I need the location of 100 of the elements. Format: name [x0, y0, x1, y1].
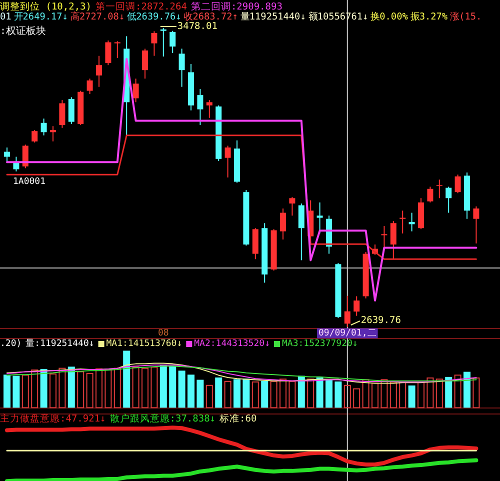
text: 散户跟风意愿:37.838↓ [110, 412, 216, 424]
annotation: :权证板块 [0, 25, 46, 37]
bar [353, 388, 360, 408]
candlestick [224, 145, 231, 178]
candlestick [50, 126, 56, 142]
candlestick [280, 208, 286, 240]
bar [196, 380, 204, 408]
candlestick [206, 100, 212, 118]
text: 高2727.08↓ [70, 11, 125, 22]
candlestick [354, 296, 360, 316]
text: 第一回调:2872.264 [95, 0, 188, 12]
candlestick [298, 203, 304, 261]
bar [280, 378, 286, 408]
candlestick [22, 144, 28, 169]
text: 量119251440↓ [240, 11, 306, 22]
bar [68, 366, 75, 408]
bar [86, 372, 94, 408]
bar [114, 368, 121, 408]
x-tick-label: 08 [158, 328, 169, 338]
candlestick [400, 210, 406, 234]
annotation: 2639.76 [360, 315, 402, 326]
bar [206, 384, 213, 408]
bar [261, 380, 268, 408]
bar [270, 380, 278, 408]
bar [40, 368, 48, 408]
bar [178, 370, 186, 408]
bar [372, 382, 378, 408]
legend-label: MA2:144313520↓ [194, 339, 270, 349]
bar [408, 385, 416, 408]
bar [104, 368, 112, 408]
text: 振3.27% [410, 11, 448, 22]
candlestick [344, 295, 350, 328]
bar [399, 381, 406, 408]
bar [12, 376, 20, 408]
bar [150, 366, 158, 408]
text: 低2639.76↓ [127, 11, 182, 22]
text: 开2649.17↓ [14, 11, 68, 22]
bar [445, 376, 452, 408]
candlestick [178, 48, 185, 88]
bar [426, 377, 434, 408]
bar [234, 379, 240, 408]
candlestick [40, 118, 47, 136]
candlestick [316, 202, 323, 234]
candlestick [151, 30, 158, 56]
candlestick [446, 186, 452, 214]
bar [344, 384, 351, 408]
bar [326, 380, 332, 408]
text: 换0.00% [370, 11, 408, 22]
candlestick [68, 96, 74, 124]
chart-title: 调整到位 (10,2,3) [0, 0, 92, 12]
bar [288, 380, 296, 408]
annotation: 1A0001 [13, 177, 46, 187]
candlestick [289, 196, 296, 216]
annotation: 3478.01 [177, 21, 218, 32]
candlestick [408, 212, 415, 232]
candlestick [86, 78, 93, 94]
candlestick [142, 48, 148, 80]
candlestick [13, 156, 20, 172]
bar [31, 370, 38, 408]
bar [22, 374, 29, 408]
candlestick [96, 55, 102, 88]
candlestick [114, 40, 120, 58]
bar [96, 368, 102, 408]
bar [252, 381, 259, 408]
bar [123, 350, 130, 408]
bar [188, 374, 194, 408]
bar [160, 364, 167, 408]
candlestick [390, 220, 396, 260]
bar [132, 366, 140, 408]
bar [418, 381, 424, 408]
bar [436, 378, 443, 408]
bar [390, 381, 397, 408]
candlestick [473, 206, 480, 244]
bar [362, 379, 370, 408]
candlestick [381, 225, 388, 250]
legend-label: MA1:141513760↓ [106, 339, 182, 349]
candlestick [132, 78, 139, 103]
bar [472, 377, 480, 408]
bar [58, 368, 66, 408]
candlestick [105, 40, 112, 66]
bar [334, 381, 342, 408]
bar [50, 374, 56, 408]
bar [142, 368, 148, 408]
candlestick [170, 30, 176, 54]
text: 标准:60 [218, 412, 257, 424]
text: 01 [0, 11, 12, 22]
text: 涨(15. [450, 11, 482, 22]
bar [464, 372, 470, 408]
bar [298, 376, 305, 408]
bar [169, 366, 176, 408]
bar [224, 380, 232, 408]
bar [316, 377, 324, 408]
series-label: 主力做盘意愿:47.921↓ [0, 412, 106, 424]
candlestick [32, 130, 38, 144]
bar [242, 378, 250, 408]
candlestick [427, 186, 434, 203]
candlestick [59, 100, 66, 128]
bar [454, 374, 462, 408]
bar [4, 374, 10, 408]
candlestick [4, 146, 10, 163]
